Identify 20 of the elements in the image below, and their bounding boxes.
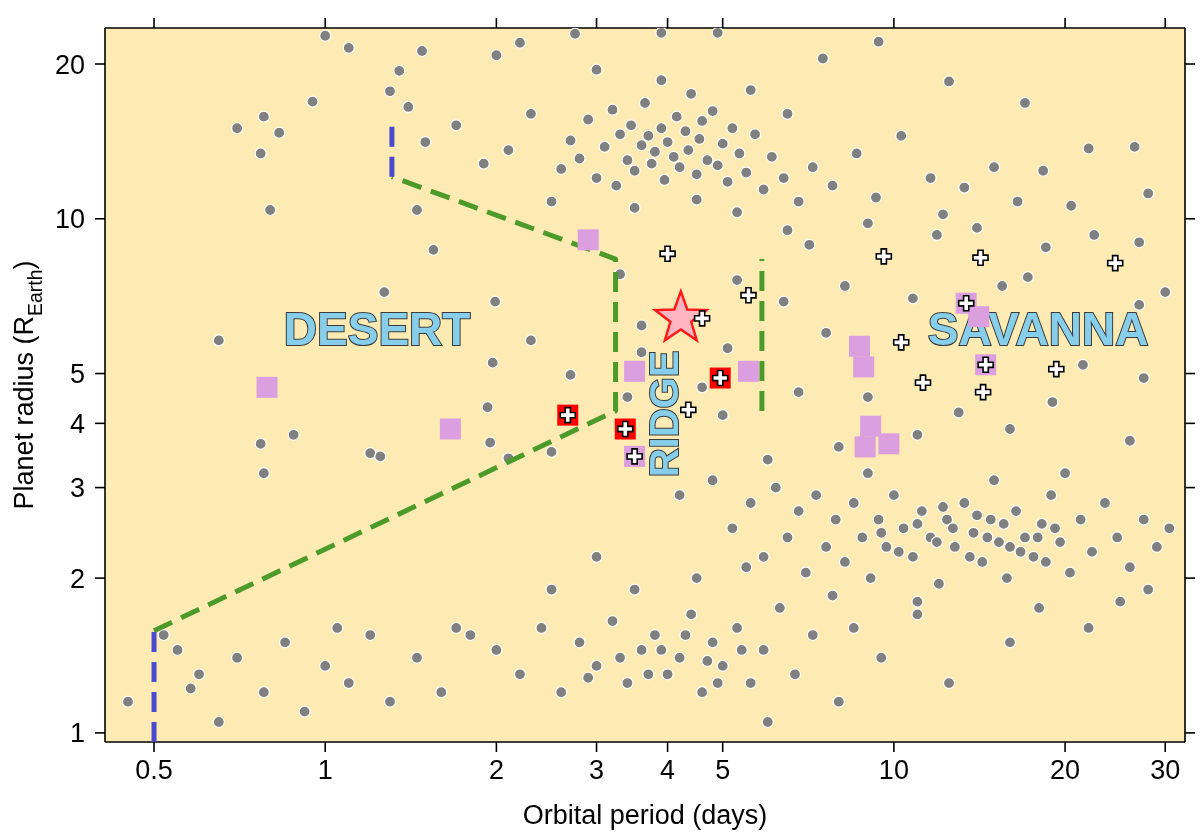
annotation: DESERT — [283, 303, 471, 356]
y-tick-label: 1 — [69, 718, 85, 749]
x-tick-label: 2 — [488, 755, 504, 786]
x-tick-label: 30 — [1150, 755, 1181, 786]
y-tick-label: 3 — [69, 473, 85, 504]
annotation: SAVANNA — [927, 303, 1149, 356]
x-tick-label: 0.5 — [135, 755, 173, 786]
x-axis-title: Orbital period (days) — [522, 800, 768, 830]
y-tick-label: 20 — [54, 49, 85, 80]
x-tick-label: 1 — [317, 755, 333, 786]
y-tick-label: 4 — [69, 408, 85, 439]
y-tick-label: 2 — [69, 563, 85, 594]
annotation: RIDGE — [642, 350, 687, 478]
x-tick-label: 5 — [715, 755, 731, 786]
x-tick-label: 3 — [589, 755, 605, 786]
x-tick-label: 10 — [878, 755, 909, 786]
y-tick-label: 5 — [69, 359, 85, 390]
x-tick-label: 20 — [1050, 755, 1081, 786]
x-tick-label: 4 — [660, 755, 676, 786]
y-tick-label: 10 — [54, 204, 85, 235]
